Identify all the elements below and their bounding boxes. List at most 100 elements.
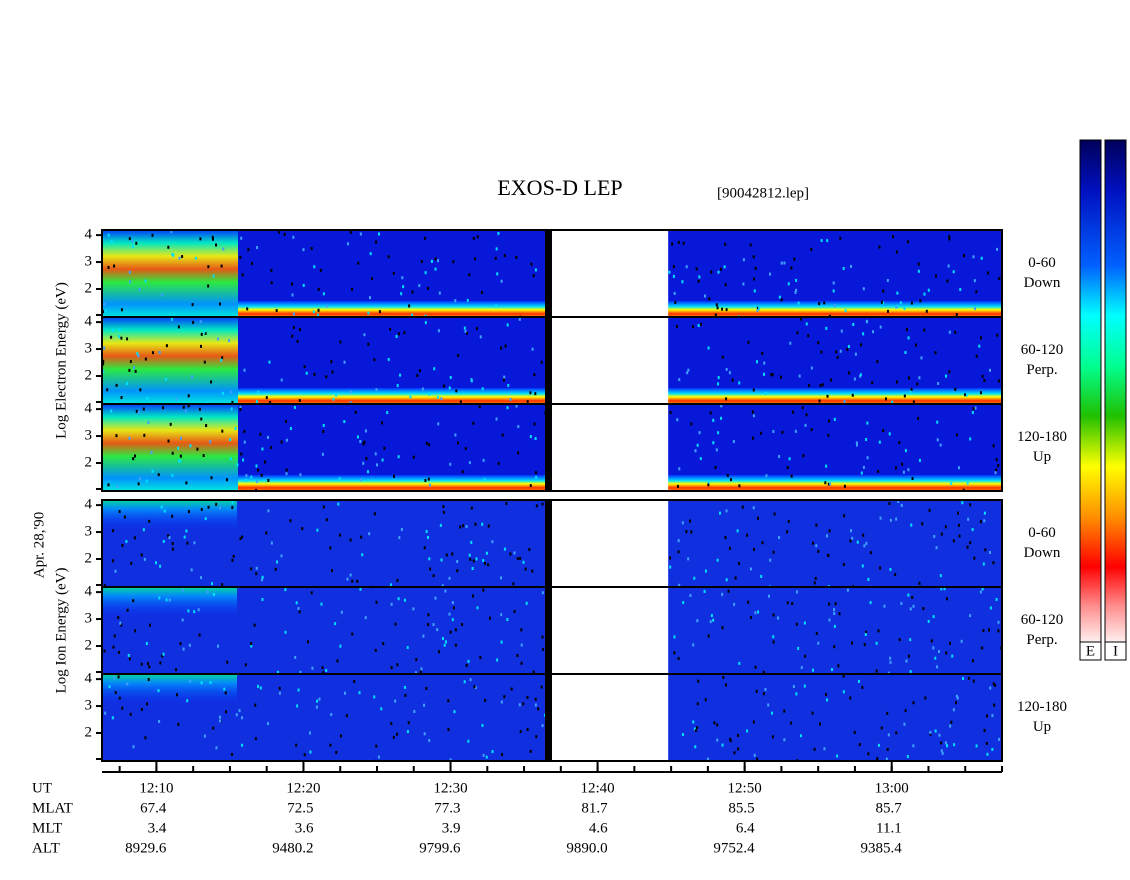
speck [299,473,302,477]
speck [934,656,937,660]
speck [699,457,702,461]
speck [995,458,998,462]
speck [756,360,759,364]
speck [726,473,729,477]
speck [752,414,755,418]
speck [168,598,171,602]
speck [375,388,378,392]
speck [113,264,116,268]
speck [169,422,172,426]
speck [497,231,500,235]
speck [721,592,724,596]
speck [752,506,755,510]
speck [354,410,357,414]
speck [838,612,841,616]
speck [316,313,319,317]
speck [969,503,972,507]
speck [866,456,869,460]
speck [532,274,535,278]
speck [362,442,365,446]
speck [501,753,504,757]
speck [147,420,150,424]
speck [151,233,154,237]
speck [892,235,895,239]
speck [362,461,365,465]
speck [133,536,136,540]
speck [826,698,829,702]
speck [815,523,818,527]
speck [691,325,694,329]
panel-label: Perp. [1026,362,1057,378]
panel-label: 0-60 [1028,255,1056,271]
ephemeris-value: 85.5 [728,800,754,816]
speck [356,579,359,583]
speck [329,546,332,550]
colorbar-label: E [1086,643,1095,659]
speck [265,396,268,400]
speck [377,232,380,236]
y-axis-label: Log Ion Energy (eV) [53,568,69,694]
speck [199,237,202,241]
speck [515,256,518,260]
speck [725,509,728,513]
speck [455,389,458,393]
speck [143,433,146,437]
speck [397,597,400,601]
speck [278,686,281,690]
speck [159,661,162,665]
speck [991,714,994,718]
speck [234,427,237,431]
speck [332,397,335,401]
speck [343,360,346,364]
speck [406,730,409,734]
speck [752,255,755,259]
speck [964,393,967,397]
speck [956,696,959,700]
speck [948,370,951,374]
speck [871,381,874,385]
speck [729,737,732,741]
speck [732,440,735,444]
speck [104,711,107,715]
speck [240,452,243,456]
speck [869,551,872,555]
speck [285,438,288,442]
speck [900,503,903,507]
speck [714,313,717,317]
speck [427,477,430,481]
speck [268,360,271,364]
speck [256,246,259,250]
speck [488,616,491,620]
speck [378,310,381,314]
speck [464,329,467,333]
speck [907,654,910,658]
speck [724,283,727,287]
speck [694,729,697,733]
speck [516,654,519,658]
speck [132,599,135,603]
speck [197,608,200,612]
speck [756,308,759,312]
speck [420,259,423,263]
speck [937,381,940,385]
panel-label: 120-180 [1017,699,1067,715]
speck [102,369,105,373]
speck [461,623,464,627]
speck [875,669,878,673]
x-tick-label: 12:20 [286,780,320,796]
speck [144,279,147,283]
speck [783,738,786,742]
speck [103,649,106,653]
speck [948,235,951,239]
speck [177,446,180,450]
gap-edge [545,587,552,674]
speck [196,447,199,451]
speck [540,360,543,364]
speck [506,406,509,410]
speck [255,400,258,404]
speck [808,383,811,387]
speck [308,731,311,735]
speck [205,401,208,404]
speck [481,522,484,526]
